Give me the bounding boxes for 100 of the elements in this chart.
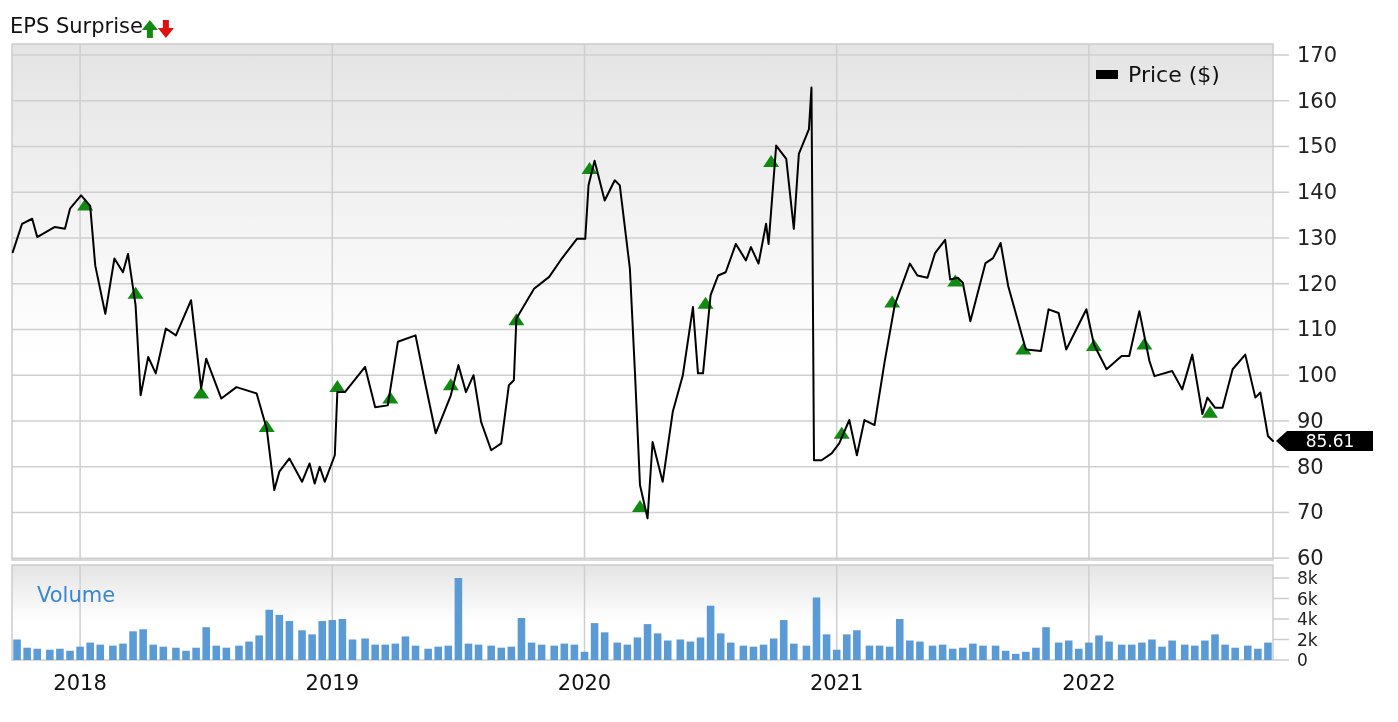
y-tick-label: 4k — [1297, 609, 1318, 630]
bar — [696, 637, 705, 660]
x-tick-label: 2021 — [809, 671, 864, 695]
bar — [865, 645, 874, 660]
bar — [255, 635, 263, 660]
bar — [298, 630, 306, 660]
bar — [991, 645, 1000, 660]
bar — [182, 650, 190, 660]
bar — [275, 614, 284, 660]
bar — [66, 650, 74, 660]
bar — [434, 646, 442, 660]
bar — [348, 639, 357, 660]
y-tick-label: 2k — [1297, 629, 1318, 650]
bar — [235, 645, 243, 660]
bar — [507, 646, 516, 660]
bar — [1117, 644, 1126, 660]
bar — [1095, 635, 1103, 660]
bar — [1032, 647, 1040, 660]
y-tick-label: 0 — [1297, 650, 1308, 670]
x-tick-label: 2019 — [305, 671, 360, 695]
bar — [192, 647, 200, 660]
y-axis-title: Volume — [37, 583, 116, 607]
bar — [916, 641, 924, 660]
bar — [537, 644, 546, 660]
bar — [613, 642, 622, 660]
bar — [159, 646, 168, 660]
bar — [1244, 645, 1252, 660]
bar — [129, 631, 137, 660]
bar — [948, 648, 957, 660]
bar — [56, 648, 64, 660]
y-tick-label: 150 — [1297, 134, 1338, 159]
bar — [86, 642, 94, 660]
bar — [1201, 640, 1209, 660]
bar — [1127, 644, 1136, 660]
bar — [202, 627, 210, 660]
y-tick-label: 160 — [1297, 88, 1338, 113]
annotation: 85.61 — [1305, 431, 1355, 452]
bar — [676, 639, 685, 660]
bar — [1158, 646, 1166, 660]
bar — [285, 621, 294, 660]
bar — [139, 629, 147, 660]
y-tick-label: 130 — [1297, 225, 1338, 250]
bar — [1221, 644, 1229, 660]
bar — [1180, 644, 1189, 660]
y-tick-label: 100 — [1297, 363, 1338, 388]
bar — [633, 637, 642, 660]
bar — [517, 617, 526, 660]
bar — [424, 648, 432, 660]
bar — [1148, 639, 1156, 660]
point — [329, 380, 346, 393]
bar — [411, 645, 420, 660]
bar — [222, 647, 231, 660]
bar — [464, 643, 473, 660]
bar — [497, 647, 506, 660]
bar — [895, 619, 904, 660]
line-series — [11, 86, 1274, 520]
bar — [1064, 640, 1073, 660]
bar — [1085, 642, 1093, 660]
bar — [812, 597, 821, 660]
y-tick-label: 140 — [1297, 180, 1338, 205]
bar — [1254, 648, 1262, 660]
bar — [779, 620, 788, 660]
bar — [381, 644, 390, 660]
bar — [46, 649, 54, 660]
bar — [1075, 648, 1083, 660]
bar — [749, 646, 758, 660]
x-tick-label: 2018 — [53, 671, 107, 695]
bar — [1042, 627, 1050, 660]
bar — [23, 647, 31, 660]
y-tick-label: 120 — [1297, 271, 1338, 296]
bar — [109, 645, 117, 660]
bar — [550, 645, 559, 660]
bar — [706, 605, 715, 660]
bar — [580, 651, 589, 660]
bar — [560, 643, 569, 660]
bar — [371, 644, 379, 660]
bar — [361, 638, 369, 660]
bar — [76, 646, 84, 660]
bar — [979, 645, 987, 660]
bar — [318, 621, 326, 660]
bar — [739, 645, 748, 660]
bar — [663, 640, 672, 660]
bar — [1168, 640, 1176, 660]
bar — [527, 642, 536, 660]
bar — [686, 641, 695, 660]
bar — [1001, 650, 1010, 660]
bar — [885, 646, 894, 660]
y-tick-label: 170 — [1297, 42, 1338, 67]
bar — [119, 643, 127, 660]
x-tick-label: 2022 — [1062, 671, 1116, 695]
bar — [600, 632, 609, 660]
bar — [938, 644, 947, 660]
bar — [875, 645, 884, 660]
bar — [474, 644, 483, 660]
y-tick-label: 70 — [1297, 500, 1324, 525]
bar — [1011, 653, 1020, 660]
bar — [308, 634, 316, 660]
bar — [328, 620, 337, 660]
bar — [590, 623, 599, 660]
bar — [623, 644, 632, 660]
